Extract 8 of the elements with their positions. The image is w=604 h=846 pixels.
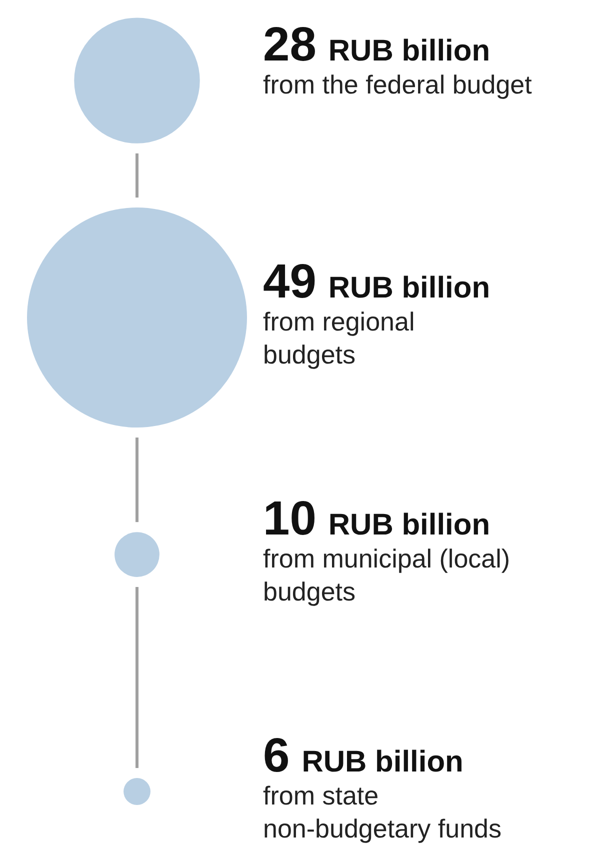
category-label: from state non-budgetary funds <box>263 780 502 844</box>
data-label: 28 RUB billion <box>263 18 490 72</box>
data-label: 10 RUB billion <box>263 492 490 546</box>
data-label: 49 RUB billion <box>263 256 490 309</box>
data-label: 6 RUB billion <box>263 729 464 782</box>
category-label: from municipal (local) budgets <box>263 544 510 607</box>
category-label: from regional budgets <box>263 306 415 370</box>
category-label: from the federal budget <box>263 70 533 100</box>
